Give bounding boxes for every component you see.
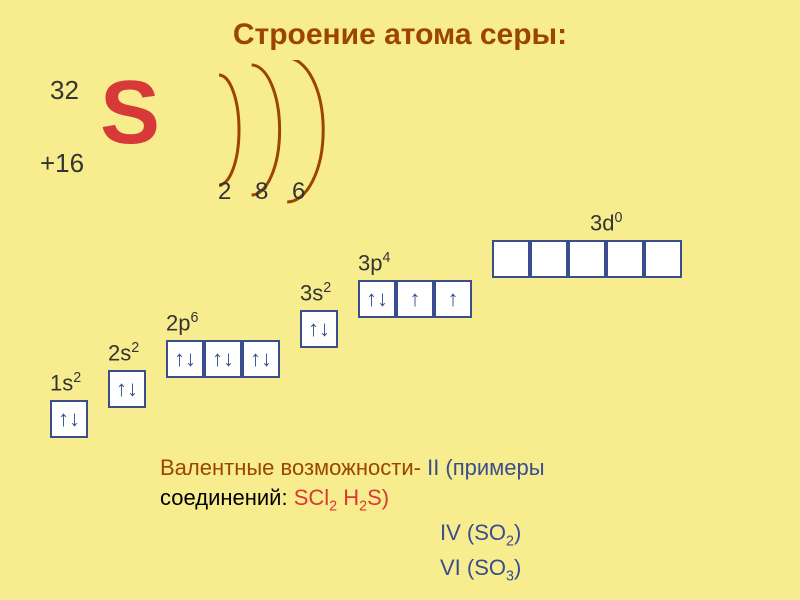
orbital-label: 3d0 bbox=[590, 210, 622, 236]
mass-number: 32 bbox=[50, 75, 79, 106]
orbital-box bbox=[606, 240, 644, 278]
shell-electron-count: 2 bbox=[218, 178, 231, 206]
valence-line3: IV (SO2) bbox=[440, 520, 521, 549]
orbital-box bbox=[568, 240, 606, 278]
orbital-box: ↑↓ bbox=[358, 280, 396, 318]
orbital-label: 3s2 bbox=[300, 280, 331, 306]
orbital-box bbox=[530, 240, 568, 278]
spin-down-icon: ↓ bbox=[127, 378, 138, 400]
orbital-box: ↑↓ bbox=[166, 340, 204, 378]
element-symbol: S bbox=[100, 62, 160, 165]
orbital-box: ↑↓ bbox=[108, 370, 146, 408]
spin-up-icon: ↑ bbox=[366, 288, 377, 310]
orbital-box: ↑↓ bbox=[50, 400, 88, 438]
orbital-label: 2s2 bbox=[108, 340, 139, 366]
valence-line4: VI (SO3) bbox=[440, 555, 521, 584]
shell-electron-count: 6 bbox=[292, 178, 305, 206]
spin-down-icon: ↓ bbox=[185, 348, 196, 370]
roman-ii: II (примеры bbox=[427, 455, 545, 480]
shell-arcs bbox=[180, 60, 360, 210]
compounds-word: соединений: bbox=[160, 485, 288, 510]
orbital-label: 3p4 bbox=[358, 250, 390, 276]
orbital-box: ↑ bbox=[434, 280, 472, 318]
spin-up-icon: ↑ bbox=[410, 288, 421, 310]
spin-up-icon: ↑ bbox=[448, 288, 459, 310]
roman-iv: IV (SO2) bbox=[440, 520, 521, 545]
spin-down-icon: ↓ bbox=[377, 288, 388, 310]
spin-up-icon: ↑ bbox=[58, 408, 69, 430]
orbital-label: 1s2 bbox=[50, 370, 81, 396]
valence-heading: Валентные возможности- bbox=[160, 455, 421, 480]
spin-up-icon: ↑ bbox=[212, 348, 223, 370]
spin-down-icon: ↓ bbox=[223, 348, 234, 370]
valence-line2: соединений: SCl2 H2S) bbox=[160, 485, 389, 514]
orbital-box: ↑↓ bbox=[300, 310, 338, 348]
spin-down-icon: ↓ bbox=[261, 348, 272, 370]
spin-up-icon: ↑ bbox=[308, 318, 319, 340]
roman-vi: VI (SO3) bbox=[440, 555, 521, 580]
spin-up-icon: ↑ bbox=[250, 348, 261, 370]
spin-down-icon: ↓ bbox=[69, 408, 80, 430]
shell-electron-count: 8 bbox=[255, 178, 268, 206]
orbital-box: ↑ bbox=[396, 280, 434, 318]
orbital-box: ↑↓ bbox=[242, 340, 280, 378]
spin-down-icon: ↓ bbox=[319, 318, 330, 340]
orbital-box: ↑↓ bbox=[204, 340, 242, 378]
compound-scl2: SCl2 H2S) bbox=[294, 485, 389, 510]
orbital-label: 2p6 bbox=[166, 310, 198, 336]
spin-up-icon: ↑ bbox=[116, 378, 127, 400]
page-title: Строение атома серы: bbox=[233, 18, 567, 52]
charge-number: +16 bbox=[40, 148, 84, 179]
spin-up-icon: ↑ bbox=[174, 348, 185, 370]
valence-line1: Валентные возможности- II (примеры bbox=[160, 455, 545, 481]
orbital-box bbox=[492, 240, 530, 278]
orbital-box bbox=[644, 240, 682, 278]
